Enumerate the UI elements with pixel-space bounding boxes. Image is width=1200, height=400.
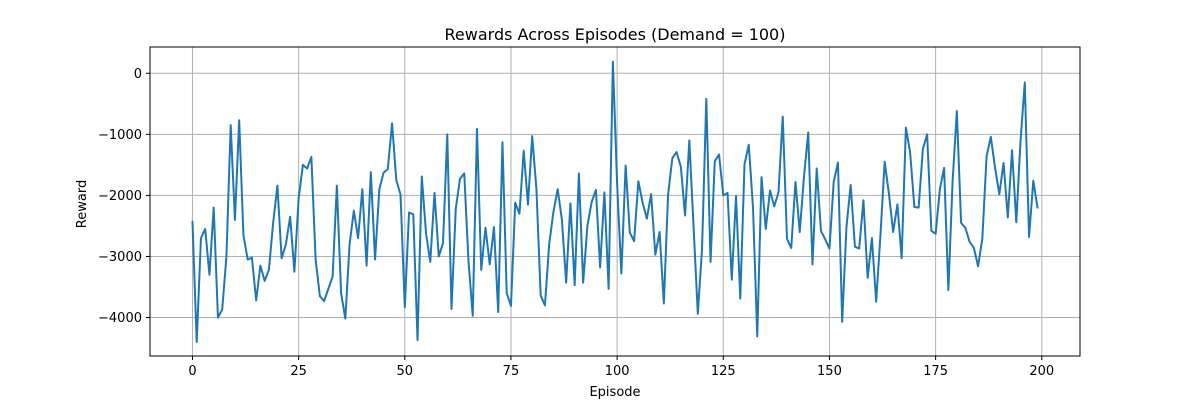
- x-tick-label: 175: [923, 364, 948, 379]
- y-tick-label: −4000: [98, 311, 142, 326]
- y-tick-label: −2000: [98, 189, 142, 204]
- x-tick-label: 25: [290, 364, 307, 379]
- y-tick-label: −1000: [98, 128, 142, 143]
- x-tick-label: 100: [605, 364, 630, 379]
- series-line: [191, 60, 1039, 343]
- plot-frame: [149, 46, 1081, 357]
- x-axis-title: Episode: [589, 385, 640, 400]
- grid: [150, 47, 1080, 356]
- series-layer: [191, 60, 1039, 343]
- ticks: 0 25 50 75 100 125 150 175 200 0 −1000 −2000 −3000 −4…: [98, 67, 1054, 379]
- x-tick-label: 150: [817, 364, 842, 379]
- x-tick-label: 75: [503, 364, 520, 379]
- x-tick-label: 125: [711, 364, 736, 379]
- x-tick-label: 0: [188, 364, 196, 379]
- y-tick-label: 0: [134, 67, 142, 82]
- x-tick-label: 50: [397, 364, 414, 379]
- y-tick-label: −3000: [98, 250, 142, 265]
- x-tick-label: 200: [1029, 364, 1054, 379]
- chart-title: Rewards Across Episodes (Demand = 100): [445, 25, 786, 44]
- y-axis-title: Reward: [75, 180, 90, 228]
